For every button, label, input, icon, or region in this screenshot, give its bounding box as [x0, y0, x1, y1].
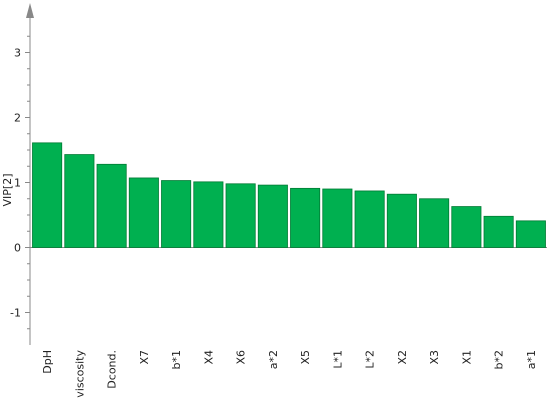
bars	[32, 142, 546, 248]
y-tick-label: -1	[10, 307, 21, 320]
x-tick-label: X4	[202, 350, 215, 365]
x-axis-labels: DpH viscosity Dcond. X7 b*1 X4 X6 a*2 X5 L*1 L*2 X2…	[41, 350, 538, 398]
y-tick-label: 2	[14, 112, 21, 125]
bar-L*2	[354, 190, 385, 248]
x-tick-label: L*1	[331, 350, 344, 369]
bar-Dcond.	[96, 163, 127, 248]
x-tick-label: X5	[299, 350, 312, 365]
bar-b*2	[483, 215, 514, 248]
y-tick-label: 0	[14, 242, 21, 255]
x-tick-label: DpH	[41, 350, 54, 374]
x-tick-label: X3	[428, 350, 441, 365]
bar-DpH	[32, 142, 63, 248]
y-tick-label: 3	[14, 47, 21, 60]
bar-X6	[225, 183, 256, 248]
bar-X4	[193, 181, 224, 248]
x-tick-label: X1	[460, 350, 473, 365]
x-tick-label: b*1	[170, 350, 183, 369]
bar-a*2	[257, 184, 288, 248]
bar-X5	[290, 187, 321, 248]
y-axis: -1 0 1 2 3	[10, 3, 34, 345]
y-tick-label: 1	[14, 177, 21, 190]
bar-X3	[419, 198, 450, 248]
x-tick-label: Dcond.	[106, 350, 119, 389]
x-tick-label: viscosity	[73, 350, 86, 398]
x-tick-label: X2	[396, 350, 409, 365]
bar-X2	[386, 193, 417, 248]
x-tick-label: X7	[138, 350, 151, 365]
y-axis-title: VIP[2]	[1, 174, 14, 207]
x-tick-label: b*2	[493, 350, 506, 369]
bar-L*1	[322, 188, 353, 248]
x-tick-label: L*2	[364, 350, 377, 369]
x-tick-label: X6	[235, 350, 248, 365]
bar-X1	[451, 206, 482, 248]
x-tick-label: a*2	[267, 350, 280, 369]
bar-viscosity	[64, 154, 95, 248]
y-axis-arrow	[26, 3, 34, 18]
bar-b*1	[161, 180, 192, 248]
bar-X7	[128, 177, 159, 248]
bar-a*1	[515, 220, 546, 248]
x-tick-label: a*1	[525, 350, 538, 369]
